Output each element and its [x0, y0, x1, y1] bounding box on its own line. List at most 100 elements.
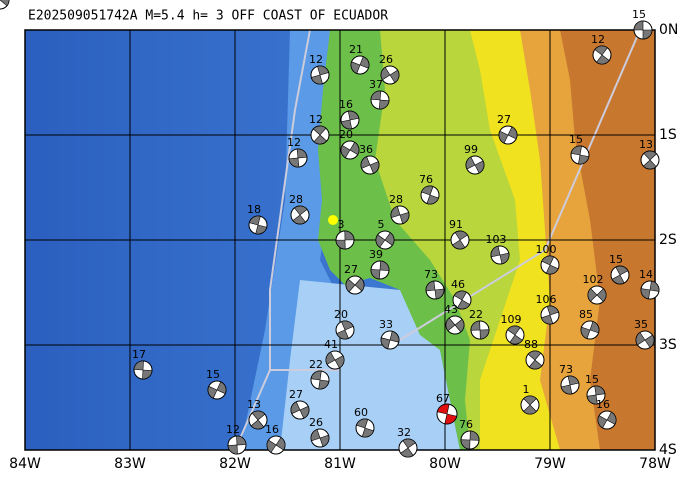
beachball — [325, 350, 345, 370]
graticule — [24, 29, 656, 451]
beachball-quadrant — [580, 321, 600, 339]
beachball — [586, 385, 606, 405]
depth-label: 22 — [309, 358, 323, 371]
beachball-quadrant — [375, 232, 395, 248]
beachball — [505, 325, 525, 345]
beachball — [266, 435, 286, 455]
beachball-quadrant — [340, 141, 360, 159]
depth-label: 17 — [132, 348, 146, 361]
beachball-quadrant — [325, 351, 345, 369]
beachball-quadrant — [312, 125, 328, 145]
beachball-quadrant — [350, 56, 370, 74]
beachball — [310, 370, 330, 390]
depth-label: 27 — [344, 263, 358, 276]
beachball — [540, 255, 560, 275]
depth-label: 15 — [206, 368, 220, 381]
beachball — [288, 148, 308, 168]
beachball-quadrant — [436, 403, 458, 425]
lat-label: 3S — [659, 337, 677, 353]
beachball-quadrant — [340, 110, 360, 130]
beachball — [248, 215, 268, 235]
beachball — [335, 320, 355, 340]
beachball-quadrant — [133, 360, 153, 380]
beachball-quadrant — [611, 265, 629, 285]
beachball-quadrant — [335, 230, 355, 250]
beachball — [133, 360, 153, 380]
beachball-quadrant — [345, 277, 365, 293]
depth-label: 28 — [389, 193, 403, 206]
depth-label: 28 — [289, 193, 303, 206]
beachball — [540, 305, 560, 325]
depth-label: 13 — [639, 138, 653, 151]
depth-label: 102 — [583, 273, 604, 286]
depth-label: 16 — [339, 98, 353, 111]
beachball — [460, 430, 480, 450]
depth-label: 43 — [444, 303, 458, 316]
beachball-quadrant — [421, 185, 439, 205]
beachball-quadrant — [390, 206, 410, 224]
beachball-quadrant — [642, 150, 658, 170]
depth-label: 12 — [591, 33, 605, 46]
beachball-quadrant — [445, 317, 465, 333]
beachball — [310, 428, 330, 448]
beachball — [340, 140, 360, 160]
beachball-quadrant — [288, 148, 308, 168]
beachball-quadrant — [356, 418, 374, 438]
depth-label: 3 — [338, 218, 345, 231]
beachball-quadrant — [541, 255, 559, 275]
depth-label: 12 — [309, 113, 323, 126]
depth-label: 12 — [287, 136, 301, 149]
beachball-quadrant — [498, 126, 518, 144]
beachball — [587, 285, 607, 305]
beachball — [380, 65, 400, 85]
depth-label: 109 — [501, 313, 522, 326]
beachball-quadrant — [380, 330, 400, 350]
beachball — [498, 125, 518, 145]
beachball — [436, 403, 458, 425]
depth-label: 100 — [536, 243, 557, 256]
beachball — [445, 315, 465, 335]
beachball-quadrant — [635, 332, 655, 348]
beachball-quadrant — [570, 145, 590, 165]
beachball — [340, 110, 360, 130]
depth-label: 37 — [369, 78, 383, 91]
depth-label: 67 — [436, 392, 450, 405]
depth-label: 26 — [379, 53, 393, 66]
beachball-quadrant — [248, 215, 268, 235]
beachball — [380, 330, 400, 350]
beachball — [310, 65, 330, 85]
lon-label: 79W — [534, 456, 566, 472]
depth-label: 27 — [289, 388, 303, 401]
depth-label: 99 — [464, 143, 478, 156]
beachball — [0, 0, 10, 10]
lon-label: 84W — [9, 456, 41, 472]
beachball-quadrant — [336, 320, 354, 340]
beachball-quadrant — [290, 401, 310, 419]
beachball — [370, 260, 390, 280]
beachball — [633, 20, 653, 40]
depth-label: 15 — [609, 253, 623, 266]
beachball-quadrant — [586, 385, 606, 405]
depth-label: 36 — [359, 143, 373, 156]
beachball — [290, 400, 310, 420]
depth-label: 73 — [424, 268, 438, 281]
beachball — [425, 280, 445, 300]
beachball — [355, 418, 375, 438]
depth-label: 32 — [397, 426, 411, 439]
depth-label: 15 — [569, 133, 583, 146]
depth-label: 15 — [632, 8, 646, 21]
depth-label: 76 — [419, 173, 433, 186]
beachball-quadrant — [425, 280, 445, 300]
depth-label: 106 — [536, 293, 557, 306]
beachball — [310, 125, 330, 145]
beachball-quadrant — [490, 245, 510, 265]
depth-label: 39 — [369, 248, 383, 261]
beachball-quadrant — [465, 156, 485, 174]
beachball — [570, 145, 590, 165]
depth-label: 12 — [309, 53, 323, 66]
depth-label: 26 — [309, 416, 323, 429]
beachball — [227, 435, 247, 455]
beachball-quadrant — [527, 350, 543, 370]
beachball-quadrant — [0, 0, 10, 7]
